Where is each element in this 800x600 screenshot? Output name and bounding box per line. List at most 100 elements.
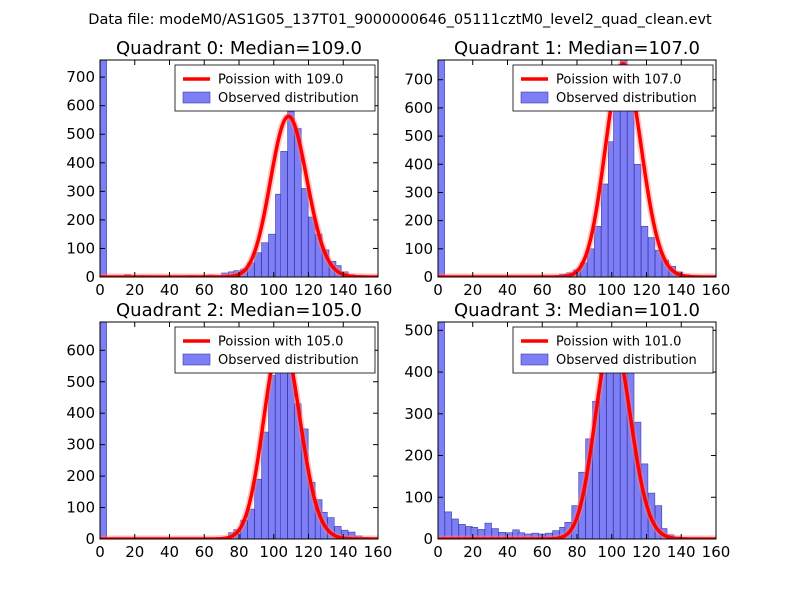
y-tick-label: 300: [66, 182, 95, 200]
x-tick-label: 140: [329, 281, 358, 299]
x-tick-label: 100: [259, 281, 288, 299]
histogram-bar: [524, 533, 532, 539]
x-tick-label: 100: [597, 281, 626, 299]
y-tick-label: 0: [423, 268, 433, 286]
panel-title: Quadrant 3: Median=101.0: [454, 300, 700, 321]
y-tick-label: 300: [404, 405, 433, 423]
panel-title: Quadrant 0: Median=109.0: [116, 38, 362, 59]
plot-area: [438, 60, 716, 277]
quadrant-panel-1: 0 20 40 60 80 100 120 140 160 0 100 200 300 400 500 600…: [404, 38, 730, 299]
y-tick-label: 0: [85, 268, 95, 286]
histogram-bar: [438, 60, 445, 277]
x-tick-label: 120: [632, 543, 661, 561]
histogram-bar: [491, 528, 499, 539]
y-tick-label: 0: [423, 530, 433, 548]
y-tick-label: 400: [404, 155, 433, 173]
x-tick-label: 0: [95, 543, 105, 561]
histogram-bar: [341, 529, 349, 539]
panels: 0 20 40 60 80 100 120 140 1600100200300400500600…: [66, 38, 730, 561]
legend-patch-swatch: [520, 353, 549, 366]
histogram-bar: [545, 532, 553, 539]
y-tick-label: 600: [66, 97, 95, 115]
y-tick-label: 200: [404, 212, 433, 230]
legend-label-poisson: Poission with 107.0: [556, 73, 681, 88]
x-tick-label: 40: [498, 281, 517, 299]
plot-area: [100, 322, 378, 539]
figure-suptitle: Data file: modeM0/AS1G05_137T01_90000006…: [88, 12, 712, 28]
y-tick-label: 500: [404, 127, 433, 145]
x-tick-label: 20: [463, 543, 482, 561]
histogram-bar: [438, 322, 445, 539]
y-tick-label: 500: [66, 125, 95, 143]
y-tick-label: 100: [66, 499, 95, 517]
y-tick-label: 500: [404, 321, 433, 339]
x-tick-label: 0: [433, 543, 443, 561]
x-tick-label: 40: [160, 281, 179, 299]
legend-label-observed: Observed distribution: [218, 91, 359, 106]
x-tick-label: 140: [329, 543, 358, 561]
x-tick-label: 80: [229, 281, 248, 299]
x-tick-label: 20: [463, 281, 482, 299]
x-tick-label: 60: [533, 281, 552, 299]
quadrant-panel-2: 0 20 40 60 80 100 120 140 160 0 100 200 300 400 500 600…: [66, 300, 392, 561]
legend-box: [512, 326, 714, 374]
x-tick-label: 120: [632, 281, 661, 299]
poisson-curve: [100, 335, 378, 539]
y-tick-label: 300: [404, 183, 433, 201]
legend-label-poisson: Poission with 105.0: [218, 335, 343, 350]
poisson-curve-halo: [100, 112, 378, 277]
histogram-bar: [484, 522, 492, 539]
histogram-bar: [294, 128, 302, 277]
y-tick-label: 200: [404, 447, 433, 465]
histogram-bar: [301, 188, 309, 277]
x-tick-label: 160: [702, 543, 731, 561]
histogram-bar: [640, 225, 649, 277]
histogram-bar: [634, 163, 642, 277]
legend-patch-swatch: [182, 91, 211, 104]
x-tick-label: 0: [433, 281, 443, 299]
legend-box: [174, 64, 376, 112]
histogram-bar: [627, 101, 635, 277]
x-tick-label: 120: [294, 281, 323, 299]
legend-label-observed: Observed distribution: [218, 353, 359, 368]
x-tick-label: 80: [567, 281, 586, 299]
x-tick-label: 160: [702, 281, 731, 299]
histogram-bar: [268, 233, 276, 277]
legend-patch-swatch: [520, 91, 549, 104]
histogram-bar: [552, 530, 560, 539]
legend-label-observed: Observed distribution: [556, 91, 697, 106]
histogram-bar: [654, 505, 663, 539]
y-tick-label: 200: [66, 211, 95, 229]
legend-patch-swatch: [182, 353, 211, 366]
poisson-curve: [100, 114, 378, 277]
y-tick-label: 500: [66, 373, 95, 391]
histogram-bar: [287, 111, 295, 277]
y-tick-label: 700: [404, 71, 433, 89]
x-tick-label: 120: [294, 543, 323, 561]
y-tick-label: 400: [66, 404, 95, 422]
y-tick-label: 100: [66, 239, 95, 257]
x-tick-label: 140: [667, 281, 696, 299]
x-tick-label: 160: [364, 543, 393, 561]
x-tick-label: 20: [125, 543, 144, 561]
y-tick-label: 400: [66, 154, 95, 172]
quadrant-panel-3: 0 20 40 60 80 100 120 140 160 0 100 200 300 400 500 Qua…: [404, 300, 730, 561]
poisson-curve: [438, 62, 716, 277]
legend-label-observed: Observed distribution: [556, 353, 697, 368]
x-tick-label: 100: [597, 543, 626, 561]
histogram-bar: [613, 110, 621, 277]
legend-label-poisson: Poission with 109.0: [218, 73, 343, 88]
y-tick-label: 100: [404, 488, 433, 506]
x-tick-label: 60: [195, 281, 214, 299]
x-tick-label: 40: [498, 543, 517, 561]
histogram-bar: [254, 252, 262, 277]
y-tick-label: 700: [66, 68, 95, 86]
histogram-bar: [647, 237, 656, 277]
x-tick-label: 60: [533, 543, 552, 561]
histogram-bar: [100, 322, 107, 539]
x-tick-label: 20: [125, 281, 144, 299]
x-tick-label: 40: [160, 543, 179, 561]
histogram-bar: [531, 532, 539, 539]
panel-title: Quadrant 2: Median=105.0: [116, 300, 362, 321]
